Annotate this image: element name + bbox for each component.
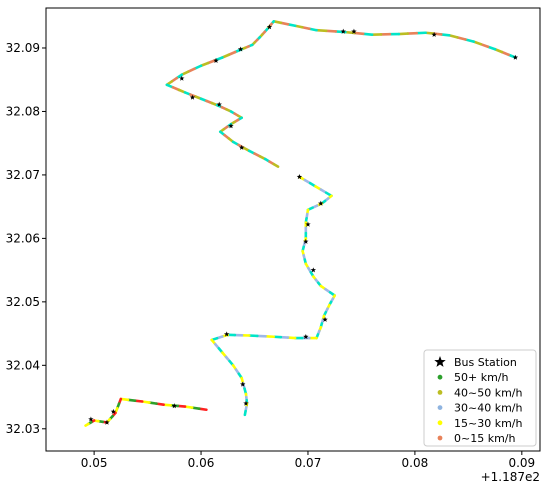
track-segment: [361, 32, 374, 36]
y-tick-label: 32.03: [6, 422, 40, 436]
track-segment: [447, 33, 459, 39]
legend-swatch: [437, 420, 443, 426]
bus-station-marker: [189, 94, 196, 100]
y-tick-label: 32.06: [6, 231, 40, 245]
y-tick-label: 32.09: [6, 41, 40, 55]
track-segment: [424, 31, 435, 35]
bus-station-marker: [224, 331, 230, 337]
track-segment: [243, 409, 247, 417]
legend-swatch: [437, 405, 443, 410]
x-offset-label: +1.187e2: [481, 470, 540, 484]
bus-station-marker: [228, 123, 234, 129]
legend-label: 40~50 km/h: [454, 386, 522, 399]
legend-label: 0~15 km/h: [454, 432, 516, 445]
legend-label: 30~40 km/h: [454, 402, 522, 415]
x-tick-label: 0.09: [508, 456, 535, 470]
bus-station-marker: [213, 57, 219, 63]
bus-station-marker: [318, 200, 324, 206]
legend-label: 50+ km/h: [454, 371, 509, 384]
route-tracks: [84, 20, 517, 427]
legend-swatch: [437, 390, 443, 395]
legend-label: Bus Station: [454, 356, 517, 369]
y-tick-label: 32.07: [6, 168, 40, 182]
bus-station-marker: [237, 46, 244, 52]
bus-station-marker: [239, 144, 245, 150]
y-tick-label: 32.08: [6, 104, 40, 118]
y-tick-label: 32.05: [6, 295, 40, 309]
track-segment: [464, 38, 476, 43]
bus-station-marker: [512, 54, 519, 60]
legend-swatch: [437, 374, 443, 380]
bus-station-marker: [322, 316, 328, 322]
legend-box: [423, 349, 537, 447]
track-segment: [324, 29, 338, 33]
track-segment: [456, 36, 467, 41]
bus-station-marker: [310, 267, 316, 273]
bus-station-marker: [266, 24, 273, 30]
legend-star-icon: [434, 356, 446, 367]
x-tick-label: 0.05: [81, 456, 108, 470]
bus-station-marker: [296, 174, 303, 180]
track-segment: [84, 422, 90, 427]
bus-station-marker: [104, 419, 110, 425]
track-segment: [353, 31, 365, 36]
bus-station-marker: [243, 400, 249, 406]
y-axis: 32.03 32.04 32.05 32.06 32.07 32.08 32.09: [6, 41, 46, 436]
y-tick-label: 32.04: [6, 358, 40, 372]
x-axis: 0.05 0.06 0.07 0.08 0.09: [81, 451, 535, 470]
track-segment: [439, 33, 451, 37]
x-tick-label: 0.06: [188, 456, 215, 470]
x-tick-label: 0.07: [295, 456, 322, 470]
bus-station-marker: [179, 75, 185, 81]
x-tick-label: 0.08: [402, 456, 429, 470]
bus-station-marker: [303, 333, 309, 340]
legend-label: 15~30 km/h: [454, 417, 522, 430]
plot-frame: [45, 7, 541, 452]
bus-station-marker: [88, 416, 94, 422]
bus-station-marker: [240, 381, 246, 387]
bus-station-marker: [303, 238, 309, 244]
legend-swatch: [437, 435, 443, 441]
bus-station-marker: [305, 221, 311, 227]
bus-station-marker: [110, 408, 117, 414]
bus-station-marker: [431, 31, 437, 37]
bus-stations: [88, 24, 519, 425]
legend: Bus Station 50+ km/h 40~50 km/h 30~40 km/h 1…: [423, 349, 537, 447]
bus-station-marker: [216, 101, 222, 107]
bus-station-marker: [171, 403, 177, 409]
track-segment: [272, 162, 280, 168]
track-segment: [315, 28, 328, 33]
bus-station-marker: [340, 28, 346, 34]
bus-station-marker: [351, 28, 357, 34]
